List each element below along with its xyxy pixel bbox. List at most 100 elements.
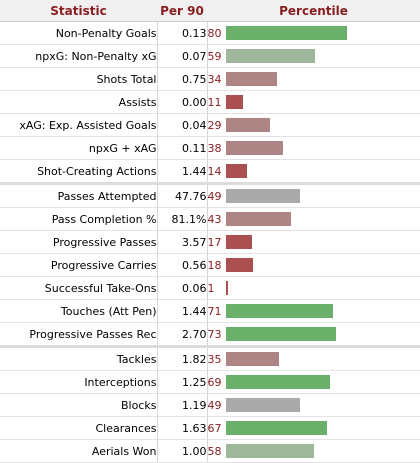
percentile-value: 67 <box>207 421 222 435</box>
percentile-bar-track <box>225 212 416 226</box>
percentile-bar-track <box>225 49 416 63</box>
percentile-value: 11 <box>207 95 222 109</box>
per90-value: 1.19 <box>157 393 208 417</box>
percentile-bar <box>225 49 315 63</box>
percentile-value: 17 <box>207 235 222 249</box>
percentile-bar-track <box>225 444 416 458</box>
percentile-value: 35 <box>207 352 222 366</box>
stat-label: Blocks <box>0 393 158 417</box>
percentile-value: 49 <box>207 189 222 203</box>
table-row: Pass Completion % 81.1% 43 <box>0 207 420 231</box>
per90-value: 0.75 <box>157 67 208 91</box>
per90-value: 1.44 <box>157 159 208 184</box>
percentile-cell: 71 <box>207 299 420 323</box>
per90-value: 2.70 <box>157 322 208 347</box>
percentile-value: 49 <box>207 398 222 412</box>
per90-value: 81.1% <box>157 207 208 231</box>
stat-label: Progressive Passes <box>0 230 158 254</box>
percentile-cell: 1 <box>207 276 420 300</box>
per90-value: 1.25 <box>157 370 208 394</box>
percentile-value: 14 <box>207 164 222 178</box>
table-row: Clearances 1.63 67 <box>0 416 420 440</box>
table-row: Blocks 1.19 49 <box>0 393 420 417</box>
percentile-bar <box>225 164 247 178</box>
table-row: Tackles 1.82 35 <box>0 345 420 371</box>
per90-value: 0.06 <box>157 276 208 300</box>
percentile-cell: 80 <box>207 21 420 45</box>
stat-label: Progressive Passes Rec <box>0 322 158 347</box>
header-statistic[interactable]: Statistic <box>0 0 157 22</box>
percentile-bar-track <box>225 352 416 366</box>
stat-label: Pass Completion % <box>0 207 158 231</box>
percentile-bar <box>225 352 279 366</box>
stat-label: Clearances <box>0 416 158 440</box>
stat-label: Shot-Creating Actions <box>0 159 158 184</box>
per90-value: 0.56 <box>157 253 208 277</box>
percentile-cell: 34 <box>207 67 420 91</box>
per90-value: 1.82 <box>157 345 208 371</box>
table-row: Non-Penalty Goals 0.13 80 <box>0 21 420 45</box>
stat-label: Aerials Won <box>0 439 158 463</box>
percentile-bar-track <box>225 327 416 341</box>
percentile-bar <box>225 212 291 226</box>
table-row: Progressive Carries 0.56 18 <box>0 253 420 277</box>
percentile-cell: 49 <box>207 182 420 208</box>
percentile-bar-track <box>225 189 416 203</box>
percentile-bar-track <box>225 141 416 155</box>
stat-label: Passes Attempted <box>0 182 158 208</box>
per90-value: 0.13 <box>157 21 208 45</box>
percentile-bar-track <box>225 398 416 412</box>
percentile-bar <box>225 304 333 318</box>
percentile-bar <box>225 421 327 435</box>
percentile-bar <box>225 72 277 86</box>
per90-value: 0.07 <box>157 44 208 68</box>
percentile-bar <box>225 375 330 389</box>
header-percentile[interactable]: Percentile <box>207 0 420 22</box>
percentile-bar-track <box>225 164 416 178</box>
percentile-bar-track <box>225 95 416 109</box>
table-row: Aerials Won 1.00 58 <box>0 439 420 463</box>
per90-value: 1.44 <box>157 299 208 323</box>
stat-label: npxG: Non-Penalty xG <box>0 44 158 68</box>
percentile-cell: 35 <box>207 345 420 371</box>
percentile-bar-track <box>225 235 416 249</box>
stat-label: Touches (Att Pen) <box>0 299 158 323</box>
percentile-bar <box>225 327 336 341</box>
percentile-cell: 73 <box>207 322 420 347</box>
per90-value: 0.04 <box>157 113 208 137</box>
percentile-cell: 11 <box>207 90 420 114</box>
per90-value: 1.63 <box>157 416 208 440</box>
percentile-cell: 58 <box>207 439 420 463</box>
stat-label: Interceptions <box>0 370 158 394</box>
percentile-bar <box>225 398 300 412</box>
percentile-value: 71 <box>207 304 222 318</box>
percentile-value: 1 <box>207 281 215 295</box>
percentile-cell: 18 <box>207 253 420 277</box>
percentile-bar-track <box>225 258 416 272</box>
stat-label: npxG + xAG <box>0 136 158 160</box>
per90-value: 0.11 <box>157 136 208 160</box>
percentile-cell: 29 <box>207 113 420 137</box>
stat-label: Successful Take-Ons <box>0 276 158 300</box>
per90-value: 0.00 <box>157 90 208 114</box>
percentile-cell: 59 <box>207 44 420 68</box>
percentile-bar <box>225 258 253 272</box>
percentile-cell: 14 <box>207 159 420 184</box>
header-per90[interactable]: Per 90 <box>157 0 207 22</box>
stat-label: Assists <box>0 90 158 114</box>
table-row: npxG + xAG 0.11 38 <box>0 136 420 160</box>
stats-body: Non-Penalty Goals 0.13 80 npxG: Non-Penalty… <box>0 21 420 463</box>
table-row: xAG: Exp. Assisted Goals 0.04 29 <box>0 113 420 137</box>
percentile-value: 29 <box>207 118 222 132</box>
percentile-bar <box>225 189 300 203</box>
percentile-bar <box>225 26 347 40</box>
percentile-cell: 43 <box>207 207 420 231</box>
percentile-cell: 17 <box>207 230 420 254</box>
percentile-bar-track <box>225 281 416 295</box>
percentile-value: 73 <box>207 327 222 341</box>
percentile-value: 80 <box>207 26 222 40</box>
percentile-bar <box>225 141 283 155</box>
table-row: Passes Attempted 47.76 49 <box>0 182 420 208</box>
